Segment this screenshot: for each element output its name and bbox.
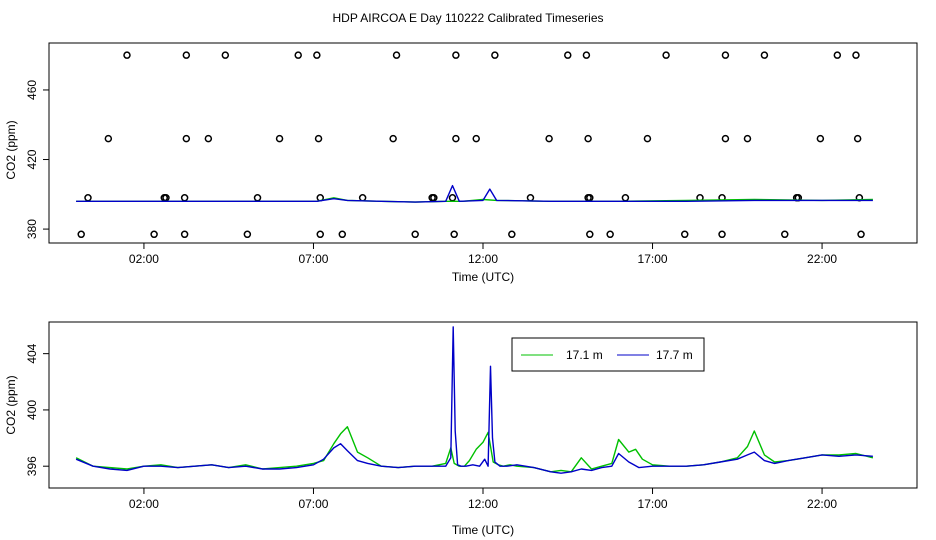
marker-point bbox=[718, 230, 726, 239]
marker-point bbox=[545, 134, 553, 143]
y-tick-label: 396 bbox=[25, 456, 39, 476]
marker-point bbox=[448, 194, 457, 202]
marker-point bbox=[411, 230, 419, 239]
x-axis-bottom: 02:00 07:00 12:00 17:00 22:00 bbox=[129, 488, 837, 511]
plot-frame-bottom bbox=[48, 321, 918, 489]
y-tick-label: 460 bbox=[25, 80, 39, 100]
marker-point bbox=[253, 194, 262, 202]
x-axis-label-bottom: Time (UTC) bbox=[452, 523, 514, 537]
marker-point bbox=[582, 51, 591, 59]
marker-point bbox=[180, 230, 189, 239]
panel-bottom: 02:00 07:00 12:00 17:00 22:00 396 400 404 Time… bbox=[4, 321, 918, 537]
marker-point bbox=[662, 51, 670, 59]
y-tick-label: 400 bbox=[25, 400, 39, 420]
marker-point bbox=[584, 134, 592, 143]
y-axis-top: 380 420 460 bbox=[25, 80, 49, 239]
series-top bbox=[76, 184, 873, 203]
x-tick-label: 22:00 bbox=[807, 252, 837, 266]
x-tick-label: 12:00 bbox=[468, 497, 498, 511]
marker-point bbox=[564, 51, 572, 59]
marker-point bbox=[833, 51, 842, 59]
series-bottom bbox=[75, 326, 874, 474]
y-axis-bottom: 396 400 404 bbox=[25, 343, 49, 476]
legend: 17.1 m 17.7 m bbox=[511, 337, 705, 372]
marker-point bbox=[430, 194, 438, 202]
legend-label-1: 17.1 m bbox=[566, 348, 603, 362]
marker-point bbox=[781, 230, 789, 239]
marker-point bbox=[853, 134, 862, 143]
marker-point bbox=[643, 134, 652, 143]
marker-point bbox=[77, 230, 85, 239]
marker-point bbox=[182, 51, 191, 59]
marker-point bbox=[314, 134, 323, 143]
marker-point bbox=[743, 134, 752, 143]
marker-point bbox=[180, 194, 189, 202]
marker-point bbox=[392, 51, 401, 59]
markers-top bbox=[77, 51, 865, 239]
marker-point bbox=[857, 230, 865, 239]
marker-point bbox=[680, 230, 689, 239]
marker-point bbox=[182, 134, 191, 143]
marker-point bbox=[204, 134, 213, 143]
legend-label-2: 17.7 m bbox=[656, 348, 693, 362]
marker-point bbox=[150, 230, 158, 239]
marker-point bbox=[243, 230, 252, 239]
marker-point bbox=[338, 230, 347, 239]
marker-point bbox=[491, 51, 499, 59]
x-tick-label: 02:00 bbox=[129, 252, 159, 266]
marker-point bbox=[760, 51, 769, 59]
y-axis-label-bottom: CO2 (ppm) bbox=[4, 375, 18, 434]
series-line-2 bbox=[76, 184, 873, 203]
marker-point bbox=[452, 51, 460, 59]
x-axis-top: 02:00 07:00 12:00 17:00 22:00 bbox=[129, 243, 837, 266]
marker-point bbox=[472, 134, 480, 143]
marker-point bbox=[508, 230, 516, 239]
x-tick-label: 22:00 bbox=[807, 497, 837, 511]
marker-point bbox=[621, 194, 630, 202]
marker-point bbox=[294, 51, 302, 59]
marker-point bbox=[389, 134, 397, 143]
x-tick-label: 17:00 bbox=[638, 252, 668, 266]
y-axis-label-top: CO2 (ppm) bbox=[4, 120, 18, 179]
marker-point bbox=[104, 134, 113, 143]
y-tick-label: 380 bbox=[25, 219, 39, 239]
y-tick-label: 420 bbox=[25, 149, 39, 169]
marker-point bbox=[452, 134, 460, 143]
marker-point bbox=[313, 51, 321, 59]
marker-point bbox=[221, 51, 230, 59]
marker-point bbox=[123, 51, 131, 59]
x-tick-label: 07:00 bbox=[298, 252, 328, 266]
x-tick-label: 02:00 bbox=[129, 497, 159, 511]
marker-point bbox=[721, 134, 730, 143]
plot-frame-top bbox=[48, 42, 918, 244]
marker-point bbox=[84, 194, 92, 202]
x-tick-label: 07:00 bbox=[298, 497, 328, 511]
marker-point bbox=[606, 230, 614, 239]
x-tick-label: 17:00 bbox=[638, 497, 668, 511]
panel-top: 02:00 07:00 12:00 17:00 22:00 380 420 460 Time… bbox=[4, 42, 918, 284]
marker-point bbox=[316, 230, 324, 239]
x-axis-label-top: Time (UTC) bbox=[452, 270, 514, 284]
x-tick-label: 12:00 bbox=[468, 252, 498, 266]
y-tick-label: 404 bbox=[25, 343, 39, 363]
marker-point bbox=[721, 51, 730, 59]
marker-point bbox=[358, 194, 367, 202]
marker-point bbox=[275, 134, 284, 143]
series-line-2 bbox=[75, 326, 873, 474]
marker-point bbox=[586, 230, 594, 239]
figure-title: HDP AIRCOA E Day 110222 Calibrated Times… bbox=[332, 11, 603, 25]
marker-point bbox=[450, 230, 458, 239]
marker-point bbox=[526, 194, 535, 202]
marker-point bbox=[816, 134, 825, 143]
marker-point bbox=[852, 51, 860, 59]
